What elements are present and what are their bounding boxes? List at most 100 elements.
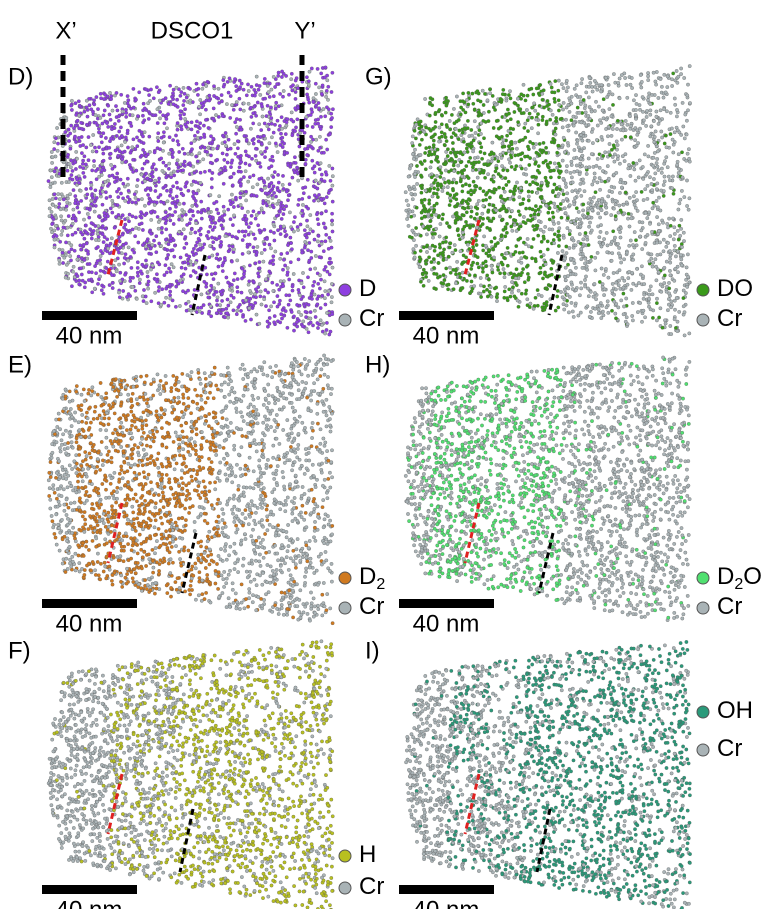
atom xyxy=(212,202,215,205)
atom xyxy=(104,191,107,194)
atom xyxy=(85,187,88,190)
atom xyxy=(175,162,178,165)
atom xyxy=(230,175,233,178)
atom xyxy=(263,150,266,153)
atom xyxy=(199,540,202,543)
atom xyxy=(195,473,198,476)
atom xyxy=(119,178,122,181)
atom xyxy=(188,210,191,213)
atom xyxy=(97,146,100,149)
atom xyxy=(193,489,196,492)
atom xyxy=(102,521,105,524)
atom xyxy=(120,468,123,471)
atom xyxy=(50,210,53,213)
atom xyxy=(206,535,209,538)
atom xyxy=(307,196,310,199)
atom xyxy=(139,375,142,378)
atom xyxy=(136,114,139,117)
atom xyxy=(131,201,134,204)
atom xyxy=(275,101,278,104)
atom xyxy=(298,145,301,148)
atom xyxy=(252,470,255,473)
atom xyxy=(165,446,168,449)
atom xyxy=(75,150,78,153)
atom xyxy=(117,119,120,122)
atom xyxy=(210,559,213,562)
atom xyxy=(74,552,77,555)
atom xyxy=(125,115,128,118)
atom xyxy=(54,224,57,227)
atom xyxy=(141,427,144,430)
atom xyxy=(193,288,196,291)
atom xyxy=(63,503,66,506)
atom xyxy=(165,228,168,231)
atom xyxy=(281,183,284,186)
atom xyxy=(67,506,70,509)
atom xyxy=(309,140,312,143)
atom xyxy=(198,459,201,462)
atom xyxy=(252,246,255,249)
atom xyxy=(305,552,308,555)
atom xyxy=(203,512,206,515)
atom xyxy=(300,373,303,376)
atom xyxy=(47,179,50,182)
atom xyxy=(172,222,175,225)
atom xyxy=(273,498,276,501)
atom xyxy=(144,172,147,175)
atom xyxy=(197,594,200,597)
atom xyxy=(281,268,284,271)
atom xyxy=(101,482,104,485)
atom xyxy=(249,580,252,583)
atom xyxy=(331,184,334,187)
atom xyxy=(319,552,322,555)
atom xyxy=(249,318,252,321)
atom xyxy=(299,467,302,470)
atom xyxy=(164,530,167,533)
atom xyxy=(157,493,160,496)
atom xyxy=(287,601,290,604)
atom xyxy=(251,528,254,531)
atom xyxy=(238,118,241,121)
atom xyxy=(88,515,91,518)
atom xyxy=(316,321,319,324)
atom xyxy=(311,421,314,424)
atom xyxy=(80,393,83,396)
atom xyxy=(76,119,79,122)
atom xyxy=(55,471,58,474)
atom xyxy=(131,146,134,149)
atom xyxy=(197,237,200,240)
atom xyxy=(159,544,162,547)
atom xyxy=(136,464,139,467)
atom xyxy=(297,258,300,261)
atom xyxy=(244,199,247,202)
atom xyxy=(246,372,249,375)
atom xyxy=(129,255,132,258)
atom xyxy=(267,309,270,312)
atom xyxy=(208,381,211,384)
atom xyxy=(221,518,224,521)
atom xyxy=(225,153,228,156)
atom xyxy=(157,177,160,180)
atom xyxy=(313,171,316,174)
atom xyxy=(75,491,78,494)
atom xyxy=(315,138,318,141)
atom xyxy=(147,202,150,205)
atom xyxy=(274,195,277,198)
atom xyxy=(321,84,324,87)
atom xyxy=(149,411,152,414)
atom xyxy=(227,434,230,437)
atom xyxy=(268,523,271,526)
atom xyxy=(204,591,207,594)
atom xyxy=(63,442,66,445)
atom xyxy=(201,579,204,582)
atom xyxy=(234,236,237,239)
atom xyxy=(292,424,295,427)
atom xyxy=(326,384,329,387)
atom xyxy=(138,281,141,284)
atom xyxy=(249,106,252,109)
atom xyxy=(303,246,306,249)
atom xyxy=(219,290,222,293)
atom xyxy=(247,406,250,409)
atom xyxy=(171,561,174,564)
atom xyxy=(66,226,69,229)
